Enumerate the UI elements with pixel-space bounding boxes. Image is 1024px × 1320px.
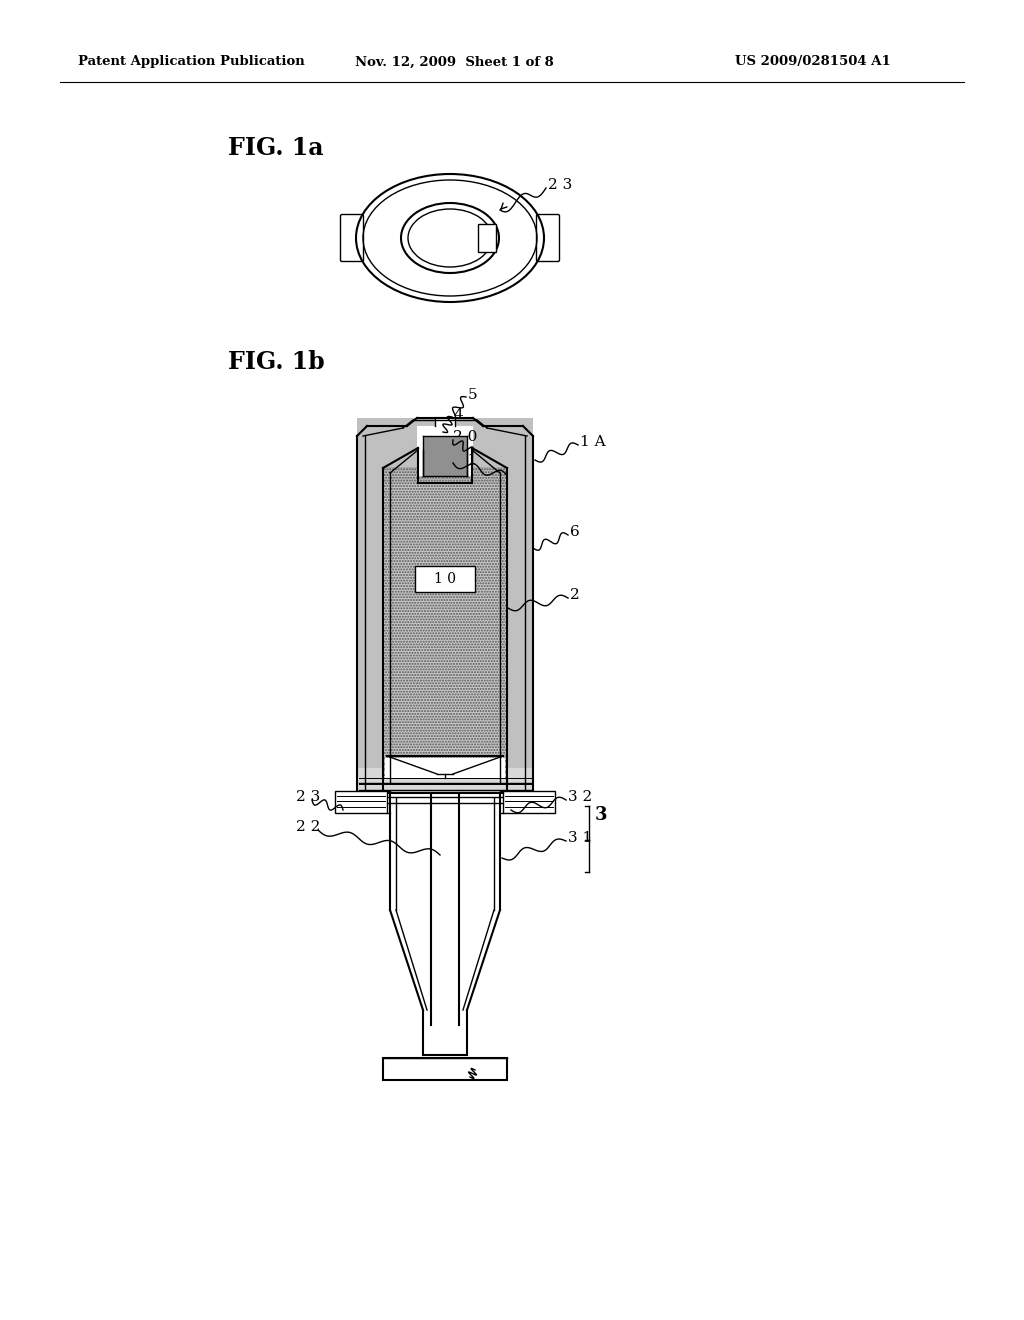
Bar — [417, 426, 473, 477]
Text: 2 3: 2 3 — [296, 789, 321, 804]
Bar — [478, 224, 496, 252]
Text: 3 3: 3 3 — [463, 1061, 487, 1074]
Text: 1 A: 1 A — [580, 436, 605, 449]
Text: 2 1: 2 1 — [453, 453, 477, 467]
Text: 5: 5 — [468, 388, 477, 403]
Text: 3 1: 3 1 — [568, 832, 592, 845]
Text: Patent Application Publication: Patent Application Publication — [78, 55, 305, 69]
Bar — [383, 428, 423, 469]
Bar — [383, 469, 507, 777]
Bar — [423, 436, 467, 477]
Bar — [357, 418, 534, 483]
Text: 1 0: 1 0 — [434, 572, 456, 586]
Bar — [383, 469, 507, 777]
Text: 2 3: 2 3 — [548, 178, 572, 191]
Bar — [435, 418, 455, 426]
Text: Nov. 12, 2009  Sheet 1 of 8: Nov. 12, 2009 Sheet 1 of 8 — [355, 55, 554, 69]
Text: 4: 4 — [453, 408, 463, 422]
Text: FIG. 1b: FIG. 1b — [228, 350, 325, 374]
Text: 3: 3 — [595, 807, 607, 824]
Bar — [357, 418, 383, 793]
Bar — [415, 566, 475, 591]
Bar — [335, 791, 387, 813]
Text: 6: 6 — [570, 525, 580, 539]
Bar — [503, 791, 555, 813]
Bar — [383, 1059, 507, 1080]
Bar — [357, 768, 534, 793]
Text: 2 0: 2 0 — [453, 430, 477, 444]
Text: 2 2: 2 2 — [296, 820, 321, 834]
Text: FIG. 1a: FIG. 1a — [228, 136, 324, 160]
Bar — [507, 418, 534, 793]
Text: 2: 2 — [570, 587, 580, 602]
Bar — [467, 428, 507, 469]
Text: US 2009/0281504 A1: US 2009/0281504 A1 — [735, 55, 891, 69]
Text: 3 2: 3 2 — [568, 789, 592, 804]
Bar — [385, 758, 505, 777]
